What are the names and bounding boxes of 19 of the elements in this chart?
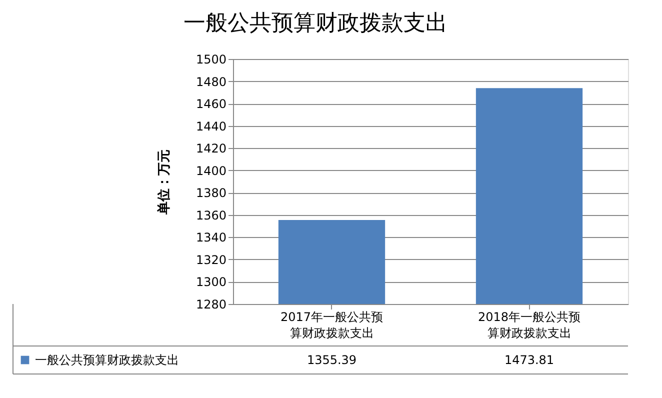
y-axis-title: 单位：万元 [156, 150, 172, 216]
y-tick-label: 1400 [196, 164, 226, 178]
data-label: 1473.81 [504, 353, 554, 367]
y-tick-label: 1500 [196, 52, 226, 66]
y-tick-label: 1320 [196, 252, 226, 267]
y-tick-label: 1340 [196, 230, 226, 245]
data-label: 1355.39 [306, 353, 357, 367]
y-tick-label: 1380 [196, 186, 226, 200]
y-tick-label: 1480 [196, 74, 226, 89]
y-tick-label: 1280 [196, 298, 226, 312]
chart-title: 一般公共预算财政拨款支出 [184, 11, 448, 36]
y-tick-label: 1300 [196, 275, 226, 290]
y-tick-label: 1460 [196, 97, 226, 112]
x-tick-label: 2018年一般公共预算财政拨款支出 [478, 310, 581, 340]
y-tick-label: 1420 [196, 142, 226, 156]
y-tick-label: 1440 [196, 119, 226, 134]
legend-label: 一般公共预算财政拨款支出 [35, 353, 179, 367]
y-tick-label: 1360 [196, 208, 226, 222]
x-tick-label: 2017年一般公共预算财政拨款支出 [280, 310, 384, 340]
